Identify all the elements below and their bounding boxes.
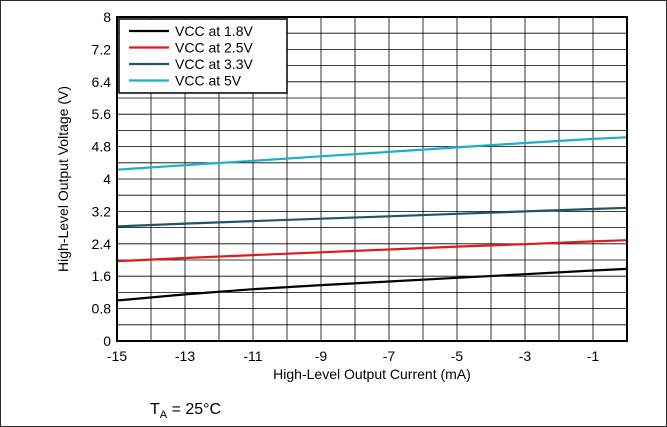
y-tick-label: 2.4 [92,236,112,252]
x-tick-label: -7 [383,348,396,364]
y-tick-label: 8 [103,9,111,25]
x-tick-label: -11 [243,348,262,364]
annotation-subscript: A [160,409,168,421]
y-tick-label: 0.8 [92,301,112,317]
x-tick-label: -3 [519,348,532,364]
legend-label: VCC at 2.5V [175,40,253,56]
x-tick-label: -13 [175,348,195,364]
y-tick-label: 4.8 [92,139,112,155]
legend-label: VCC at 5V [175,73,242,89]
x-tick-label: -1 [587,348,600,364]
y-tick-label: 4 [103,171,111,187]
x-tick-labels: -15 -13 -11 -9 -7 -5 -3 -1 [107,348,600,364]
y-tick-label: 6.4 [92,74,112,90]
series-line-vcc-at-3-3v [116,206,628,228]
annotation-prefix: T [150,401,160,418]
plot-border [116,16,628,342]
y-tick-label: 0 [103,333,111,349]
legend-label: VCC at 3.3V [175,56,253,72]
series-line-vcc-at-2-5v [116,239,628,263]
legend-label: VCC at 1.8V [175,23,253,39]
x-tick-label: -15 [107,348,127,364]
series-layer [116,136,628,302]
y-tick-label: 3.2 [92,203,112,219]
annotation-suffix: = 25°C [167,401,221,418]
y-tick-label: 5.6 [92,106,112,122]
series-line-vcc-at-1-8v [116,267,628,302]
series-line-vcc-at-5v [116,136,628,171]
temperature-annotation: TA = 25°C [150,401,221,421]
x-tick-label: -5 [451,348,464,364]
y-axis-title: High-Level Output Voltage (V) [55,86,71,272]
y-tick-labels: 0 0.8 1.6 2.4 3.2 4 4.8 5.6 6.4 7.2 8 [92,9,112,349]
x-tick-label: -9 [315,348,328,364]
y-tick-label: 1.6 [92,268,112,284]
x-axis-title: High-Level Output Current (mA) [273,366,471,382]
y-tick-label: 7.2 [92,41,112,57]
